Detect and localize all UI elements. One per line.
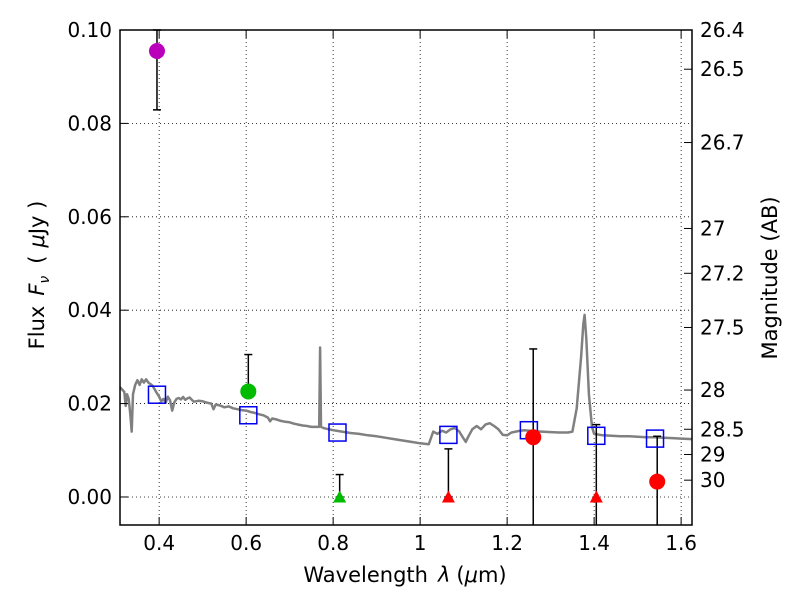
mag-tick-label: 26.7 [700, 131, 745, 155]
y-tick-label: 0.08 [67, 111, 112, 135]
observed-flux-point [240, 383, 256, 399]
mag-tick-label: 28 [700, 378, 725, 402]
y2-axis-label: Magnitude (AB) [758, 196, 782, 359]
y-tick-label: 0.06 [67, 205, 112, 229]
mag-tick-label: 29 [700, 442, 725, 466]
mag-tick-label: 30 [700, 468, 725, 492]
y-tick-label: 0.04 [67, 298, 112, 322]
observed-flux-point [649, 474, 665, 490]
sed-chart: 0.4 0.6 0.8 1 1.2 1.4 1.6 0.00 0.02 0.04 0.06 0.08 0… [0, 0, 800, 600]
y-tick-label: 0.00 [67, 485, 112, 509]
x-axis-label: Wavelength λ (μm) [303, 563, 506, 587]
mag-tick-label: 26.4 [700, 18, 745, 42]
x-tick-label: 1 [414, 531, 427, 555]
mag-tick-label: 27.5 [700, 315, 745, 339]
mag-tick-label: 28.5 [700, 417, 745, 441]
mag-tick-label: 27 [700, 216, 725, 240]
x-tick-label: 1.4 [578, 531, 610, 555]
mag-tick-label: 26.5 [700, 57, 745, 81]
observed-flux-point [525, 429, 541, 445]
observed-flux-point [149, 43, 165, 59]
mag-tick-label: 27.2 [700, 261, 745, 285]
y-tick-label: 0.10 [67, 18, 112, 42]
x-tick-label: 1.6 [665, 531, 697, 555]
x-tick-label: 1.2 [491, 531, 523, 555]
x-tick-label: 0.8 [317, 531, 349, 555]
x-tick-label: 0.6 [230, 531, 262, 555]
x-tick-label: 0.4 [143, 531, 175, 555]
y-tick-label: 0.02 [67, 392, 112, 416]
